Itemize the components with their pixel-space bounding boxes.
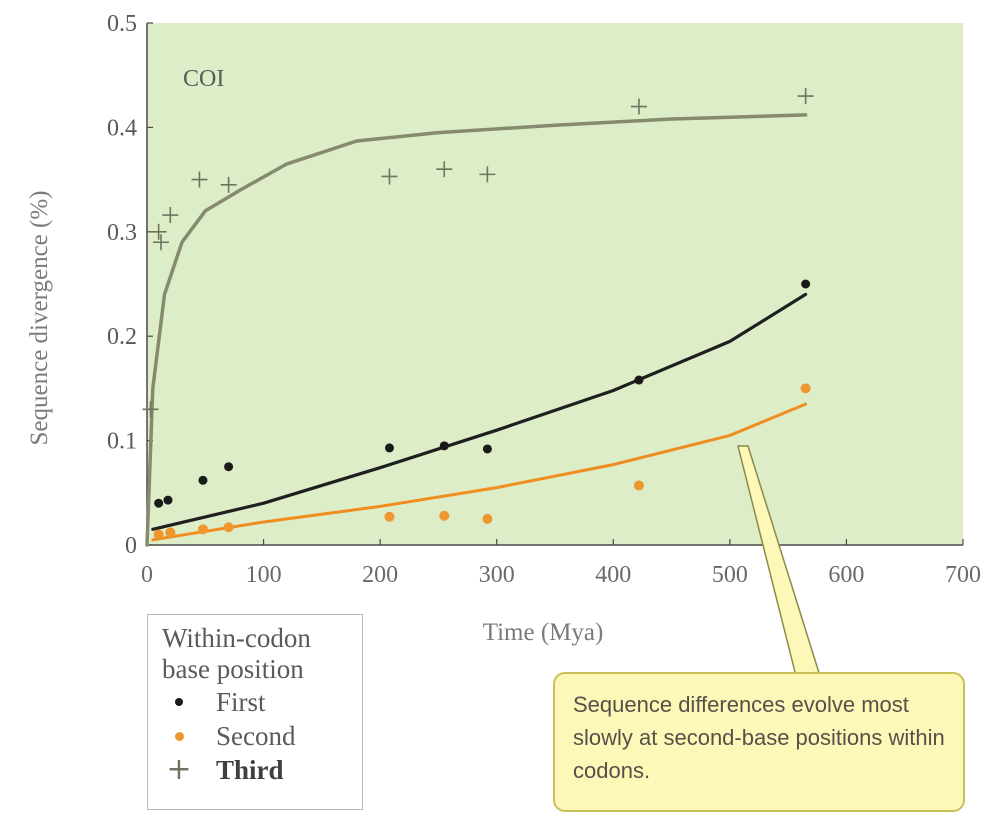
data-point-second xyxy=(800,383,811,394)
data-point-third xyxy=(436,161,453,178)
data-point-first xyxy=(482,444,492,454)
data-point-third xyxy=(152,234,169,251)
legend-item-second: Second xyxy=(162,719,362,753)
data-point-third xyxy=(191,171,208,188)
data-point-first xyxy=(154,498,164,508)
data-point-second xyxy=(439,510,450,521)
plus-marker-icon: + xyxy=(166,752,192,787)
data-point-first xyxy=(224,462,234,472)
dot-marker-icon xyxy=(162,698,196,706)
data-point-second xyxy=(165,527,176,538)
data-point-first xyxy=(198,475,208,485)
x-tick-label: 700 xyxy=(945,562,981,588)
legend-label-first: First xyxy=(216,686,266,717)
data-point-second xyxy=(384,511,395,522)
axes: 0 100 200 300 400 500 600 700 0 0.1 0.2 0.3 0.4 0.5 xyxy=(107,11,981,588)
x-tick-label: 0 xyxy=(141,562,153,588)
x-tick-label: 100 xyxy=(246,562,282,588)
y-tick-label: 0.4 xyxy=(107,115,137,141)
data-point-first xyxy=(163,495,173,505)
data-point-third xyxy=(150,223,167,240)
data-point-second xyxy=(153,529,164,540)
data-point-first xyxy=(801,279,811,289)
x-tick-label: 600 xyxy=(828,562,864,588)
data-point-second xyxy=(482,513,493,524)
x-tick-label: 300 xyxy=(479,562,515,588)
legend-item-third: + Third xyxy=(162,753,362,787)
data-point-third xyxy=(142,401,159,418)
y-tick-label: 0.3 xyxy=(107,220,137,246)
legend: Within-codon base position First Second … xyxy=(147,614,363,810)
fit-line-third xyxy=(145,113,808,547)
fit-curves xyxy=(145,113,808,547)
data-point-third xyxy=(630,98,647,115)
data-point-second xyxy=(197,524,208,535)
x-tick-label: 500 xyxy=(712,562,748,588)
y-tick-label: 0 xyxy=(125,533,137,559)
y-tick-label: 0.2 xyxy=(107,324,137,350)
dot-marker-icon xyxy=(162,731,196,741)
callout-text: Sequence differences evolve most slowly … xyxy=(573,692,945,783)
data-points xyxy=(142,88,814,540)
data-point-third xyxy=(220,176,237,193)
x-axis-title: Time (Mya) xyxy=(483,619,604,646)
legend-item-first: First xyxy=(162,685,362,719)
plot-background xyxy=(147,23,963,545)
y-axis-title: Sequence divergence (%) xyxy=(26,191,53,446)
x-tick-label: 200 xyxy=(362,562,398,588)
panel-label: COI xyxy=(183,66,224,92)
callout-box: Sequence differences evolve most slowly … xyxy=(553,672,965,812)
data-point-third xyxy=(479,166,496,183)
data-point-third xyxy=(381,168,398,185)
data-point-first xyxy=(634,375,644,385)
x-tick-label: 400 xyxy=(595,562,631,588)
fit-line-second xyxy=(151,402,808,542)
data-point-second xyxy=(223,522,234,533)
data-point-first xyxy=(384,443,394,453)
legend-title-line-1: Within-codon xyxy=(162,623,311,653)
y-tick-label: 0.5 xyxy=(107,11,137,37)
legend-label-third: Third xyxy=(216,754,284,785)
data-point-third xyxy=(797,88,814,105)
legend-label-second: Second xyxy=(216,720,296,751)
data-point-first xyxy=(439,441,449,451)
legend-title-line-2: base position xyxy=(162,654,304,684)
fit-line-first xyxy=(151,292,808,531)
y-tick-label: 0.1 xyxy=(107,429,137,455)
data-point-third xyxy=(162,207,179,224)
data-point-second xyxy=(633,480,644,491)
